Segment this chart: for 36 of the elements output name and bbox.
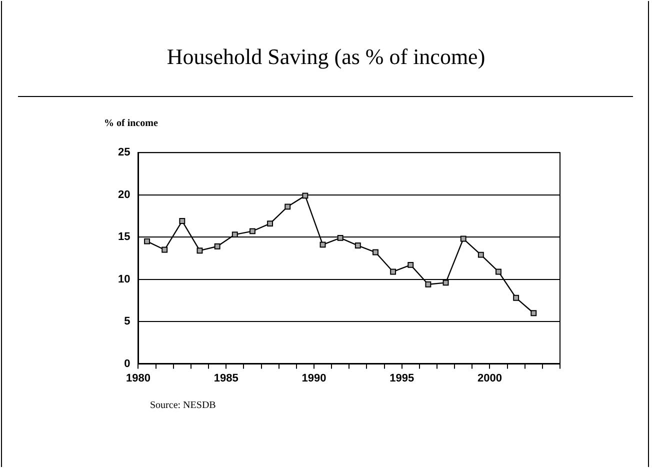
x-tick-label: 2000 (477, 372, 502, 384)
point (302, 192, 308, 199)
y-tick-label: 25 (118, 146, 130, 159)
y-tick-label: 10 (118, 273, 130, 286)
point (390, 268, 396, 275)
point (425, 281, 432, 288)
x-tick-label: 1995 (390, 372, 414, 384)
point (530, 310, 537, 316)
x-tick-label: 1980 (126, 372, 150, 384)
point (496, 268, 502, 275)
point (337, 234, 344, 241)
point (284, 204, 291, 210)
point (354, 242, 361, 249)
y-tick-label: 15 (118, 231, 130, 244)
y-tick-label: 0 (124, 358, 130, 370)
point (179, 218, 186, 224)
point (460, 236, 466, 242)
point (214, 243, 220, 250)
point (320, 242, 326, 248)
point (196, 248, 203, 254)
source-note: Source: NESDB (150, 400, 216, 411)
point (408, 262, 414, 268)
chart-title: Household Saving (as % of income) (166, 44, 486, 70)
y-tick-label: 5 (124, 316, 130, 328)
point (144, 238, 150, 244)
point (249, 228, 256, 234)
point (513, 294, 520, 301)
y-tick-label: 20 (118, 188, 130, 201)
point (372, 249, 378, 256)
point (442, 280, 449, 286)
point (162, 246, 168, 253)
point (478, 252, 484, 258)
y-axis-title: % of income (104, 118, 158, 129)
x-tick-label: 1990 (302, 372, 326, 384)
point (267, 220, 274, 227)
x-tick-label: 1985 (214, 372, 238, 384)
